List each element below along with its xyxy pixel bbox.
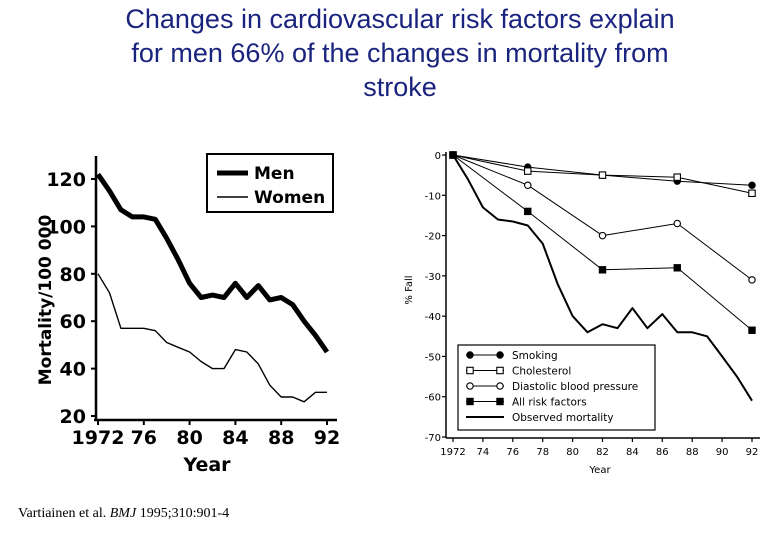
x-tick-label: 1972 — [440, 447, 465, 458]
y-tick-label: -40 — [425, 312, 441, 323]
data-point-diastolic-blood-pressure — [598, 231, 607, 240]
x-tick-label: 84 — [626, 447, 639, 458]
legend-marker — [496, 382, 504, 390]
data-point-all-risk-factors — [748, 326, 756, 334]
legend-marker — [466, 351, 474, 359]
series-line-observed-mortality — [452, 154, 753, 402]
x-tick-label: 88 — [686, 447, 699, 458]
x-axis-title: Year — [588, 465, 611, 476]
legend-marker — [466, 397, 474, 406]
x-tick-label: 82 — [596, 447, 609, 458]
y-tick-label: -20 — [425, 232, 441, 243]
data-point-cholesterol — [523, 167, 532, 175]
x-tick-label: 1972 — [72, 427, 125, 449]
x-tick-label: 88 — [268, 427, 294, 449]
x-tick-label: 92 — [314, 427, 340, 449]
x-tick-label: 90 — [716, 447, 729, 458]
y-tick-label: 40 — [60, 359, 86, 381]
series-line-men — [95, 172, 330, 354]
data-point-diastolic-blood-pressure — [523, 181, 532, 189]
x-tick-label: 92 — [746, 447, 759, 458]
data-point-smoking — [748, 181, 756, 189]
citation: Vartiainen et al. BMJ 1995;310:901-4 — [18, 506, 229, 522]
chart-mortality-by-sex: 20 40 60 80 100 120 1972 76 80 84 88 92 Year Mortalit… — [36, 153, 340, 476]
legend-label: Men — [254, 164, 295, 184]
data-point-diastolic-blood-pressure — [673, 219, 681, 228]
y-tick-label: -70 — [425, 433, 441, 444]
citation-authors: Vartiainen et al. — [18, 506, 107, 521]
legend-label: Diastolic blood pressure — [512, 381, 638, 393]
y-tick-label: 20 — [60, 406, 86, 428]
series-line-smoking — [452, 154, 753, 186]
data-point-all-risk-factors — [673, 264, 681, 272]
x-tick-label: 76 — [506, 447, 519, 458]
x-tick-label: 78 — [536, 447, 549, 458]
data-point-diastolic-blood-pressure — [748, 276, 756, 284]
data-point-cholesterol — [748, 189, 756, 198]
y-tick-label: -30 — [425, 272, 441, 283]
legend-marker — [466, 382, 474, 390]
data-point-all-risk-factors — [598, 266, 607, 274]
legend-marker — [496, 351, 504, 359]
x-tick-label: 76 — [131, 427, 157, 449]
legend-label: Smoking — [512, 350, 558, 362]
legend-label: All risk factors — [512, 397, 587, 409]
y-axis-title: % Fall — [404, 275, 415, 304]
x-tick-label: 74 — [477, 447, 490, 458]
data-point-all-risk-factors — [524, 207, 532, 216]
y-tick-label: 80 — [60, 264, 86, 286]
y-tick-label: 100 — [46, 216, 86, 238]
chart-percent-fall: 0 -10 -20 -30 -40 -50 -60 -70 1972 74 76 78 80 82 84 86… — [404, 151, 760, 476]
x-tick-label: 86 — [656, 447, 669, 458]
x-tick-label: 80 — [566, 447, 579, 458]
slide-title: Changes in cardiovascular risk factors e… — [125, 4, 675, 102]
legend-label: Women — [254, 188, 325, 208]
citation-journal: BMJ — [109, 506, 137, 521]
legend-marker — [496, 397, 504, 406]
y-tick-label: -60 — [425, 393, 441, 404]
x-axis-title: Year — [182, 454, 231, 476]
y-tick-label: -10 — [425, 191, 441, 202]
legend-box — [206, 153, 334, 213]
data-point-cholesterol — [673, 173, 681, 181]
legend-marker — [466, 366, 474, 375]
citation-details: 1995;310:901-4 — [139, 506, 230, 521]
legend-label: Observed mortality — [512, 412, 614, 424]
x-tick-label: 84 — [222, 427, 248, 449]
y-axis-title: Mortality/100 000 — [36, 215, 56, 386]
y-tick-label: 120 — [46, 169, 86, 191]
series-line-all-risk-factors — [452, 154, 753, 331]
data-point-cholesterol — [598, 171, 607, 179]
y-tick-label: 60 — [60, 311, 86, 333]
x-tick-label: 80 — [176, 427, 202, 449]
y-tick-label: 0 — [435, 151, 441, 162]
legend-box — [457, 344, 656, 431]
legend-marker — [496, 366, 504, 375]
series-line-women — [97, 273, 327, 403]
y-tick-label: -50 — [425, 352, 441, 363]
legend-label: Cholesterol — [512, 366, 571, 378]
